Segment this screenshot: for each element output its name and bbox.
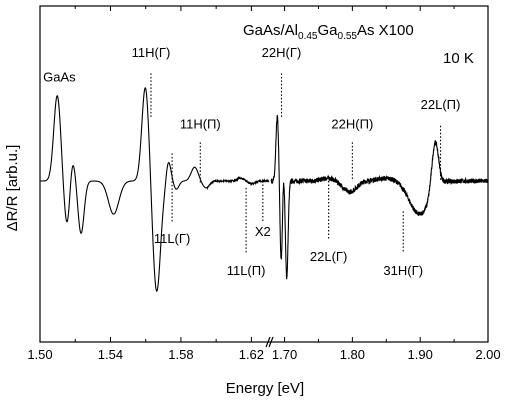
annotation-label: X2 [255, 224, 271, 239]
x-tick-label: 1.62 [239, 347, 264, 362]
spectrum-line-segment [40, 88, 269, 291]
x-tick-label: 1.90 [408, 347, 433, 362]
annotation-label: 22L(Γ) [310, 249, 348, 264]
transition-markers [151, 73, 441, 252]
annotation-label: 11H(Γ) [132, 45, 171, 60]
temperature-label: 10 K [443, 50, 474, 67]
annotation-label: 22H(Γ) [262, 45, 302, 60]
annotation-label: 11H(Π) [180, 117, 221, 132]
x-tick-label: 1.80 [340, 347, 365, 362]
spectrum-line-segment [271, 115, 488, 279]
x-tick-label: 1.70 [272, 347, 297, 362]
annotation-label: 31H(Γ) [383, 263, 423, 278]
annotation-label: 11L(Γ) [154, 231, 191, 246]
chart-title: GaAs/Al0.45Ga0.55As X100 [243, 22, 414, 42]
annotation-label: GaAs [43, 70, 76, 85]
annotation-label: 22H(Π) [331, 117, 373, 132]
annotation-label: 11L(Π) [227, 263, 266, 278]
x-tick-label: 1.50 [27, 347, 52, 362]
x-tick-label: 1.54 [98, 347, 123, 362]
x-tick-label: 2.00 [475, 347, 500, 362]
annotation-label: 22L(Π) [421, 97, 461, 112]
y-axis-label: ΔR/R [arb.u.] [4, 145, 21, 232]
annotation-labels: GaAs 11H(Γ) 11L(Γ) 11H(Π) 11L(Π) X2 22H(Γ) 22L(… [43, 45, 460, 278]
spectrum-series [40, 88, 488, 291]
x-axis-label: Energy [eV] [226, 380, 304, 397]
x-tick-label: 1.58 [168, 347, 193, 362]
